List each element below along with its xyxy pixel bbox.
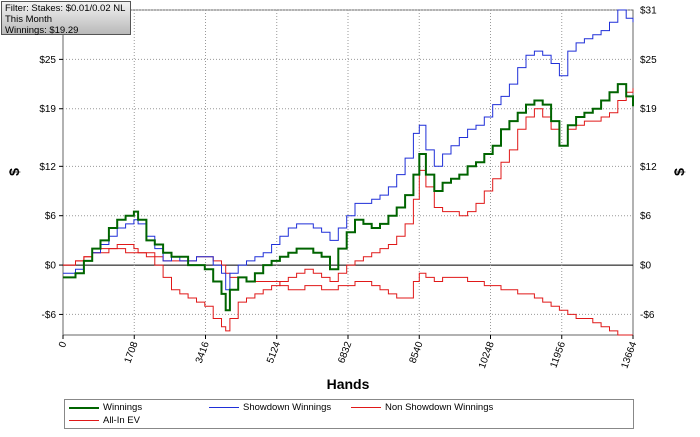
y-axis-right: $31 $25 $19 $12 $6 $0 -$6 [640, 6, 657, 321]
legend-label-winnings: Winnings [103, 402, 143, 413]
x-tick-label: 0 [57, 340, 69, 349]
y-axis-title-right: $ [671, 168, 687, 176]
filter-info-box: Filter: Stakes: $0.01/0.02 NL This Month… [1, 1, 131, 36]
y-tick-label-left: $12 [39, 162, 56, 173]
x-tick-label: 3416 [194, 340, 212, 365]
y-tick-label-right: $31 [640, 6, 657, 17]
x-tick-label: 6832 [336, 340, 354, 365]
y-tick-label-left: $19 [39, 104, 56, 115]
legend-swatch-winnings [69, 407, 99, 409]
y-tick-label-right: $12 [640, 162, 657, 173]
y-tick-label-right: $0 [640, 261, 652, 272]
legend-swatch-nonshowdown [351, 407, 381, 408]
x-tick-label: 10248 [477, 340, 497, 370]
legend-item-showdown: Showdown Winnings [209, 402, 359, 414]
x-tick-label: 8540 [408, 340, 426, 365]
legend-label-nonshowdown: Non Showdown Winnings [385, 402, 494, 413]
x-tick-label: 5124 [265, 340, 283, 365]
x-tick-label: 1708 [123, 340, 141, 365]
x-tick-label: 11956 [548, 340, 568, 370]
series-line-winnings [63, 83, 634, 312]
legend-item-winnings: Winnings [69, 402, 209, 414]
y-tick-label-right: $25 [640, 55, 657, 66]
x-tick-label: 13664 [619, 340, 639, 370]
x-axis-title: Hands [327, 376, 370, 392]
filter-text: Filter: Stakes: $0.01/0.02 NL [5, 3, 126, 14]
legend-item-nonshowdown: Non Showdown Winnings [351, 402, 531, 414]
legend-label-showdown: Showdown Winnings [243, 402, 332, 413]
y-tick-label-left: -$6 [42, 310, 57, 321]
y-tick-label-right: $6 [640, 211, 652, 222]
winnings-text: Winnings: $19.29 [5, 25, 79, 36]
y-axis-title-left: $ [6, 168, 22, 176]
y-axis-left: $31$25$19$12$6$0-$6 [39, 6, 63, 321]
x-axis: 0 1708 3416 5124 6832 8540 10248 11956 13664 [57, 335, 639, 370]
legend-swatch-showdown [209, 407, 239, 408]
legend-item-allin: All-In EV [69, 415, 209, 427]
y-tick-label-left: $0 [45, 261, 57, 272]
y-tick-label-right: $19 [640, 104, 657, 115]
series-line-showdown [63, 9, 634, 291]
legend: Winnings Showdown Winnings Non Showdown … [64, 399, 634, 429]
legend-label-allin: All-In EV [103, 415, 140, 426]
y-tick-label-left: $6 [45, 211, 57, 222]
series-line-allin [63, 88, 634, 332]
series-lines [63, 9, 634, 336]
y-tick-label-right: -$6 [640, 310, 655, 321]
y-tick-label-left: $25 [39, 55, 56, 66]
legend-swatch-allin [69, 420, 99, 421]
period-text: This Month [5, 14, 52, 25]
